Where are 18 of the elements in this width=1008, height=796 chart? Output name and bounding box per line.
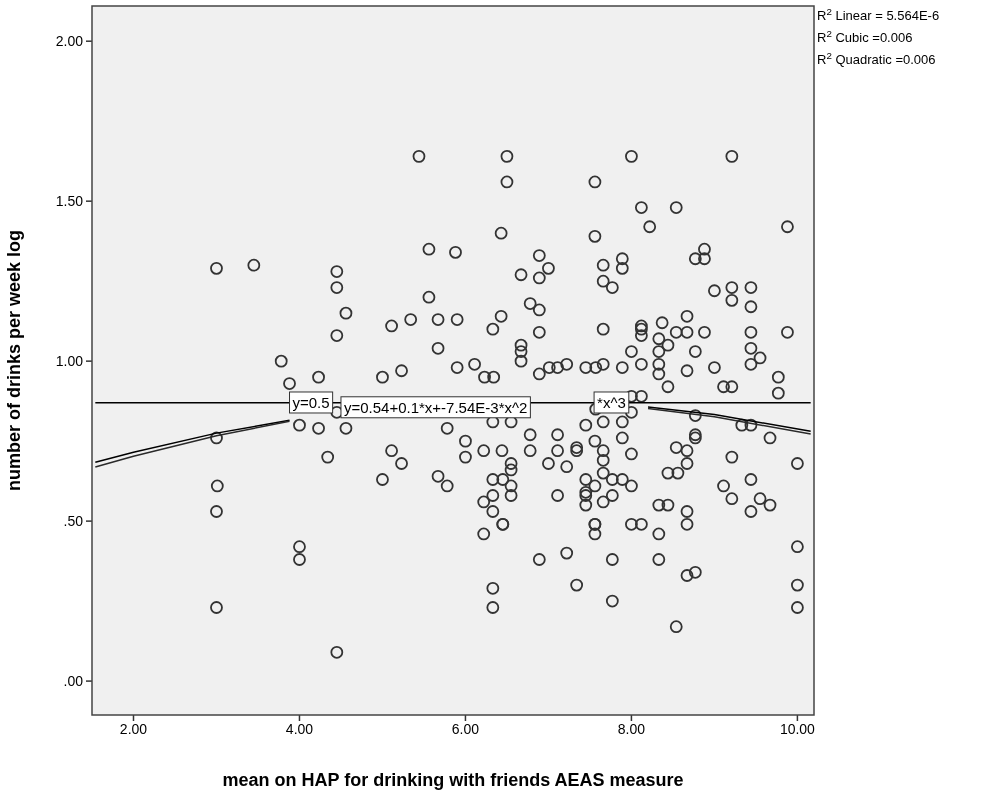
equation-label: y=0.54+0.1*x+-7.54E-3*x^2 [340, 396, 531, 419]
text: R$^{2}$ Quadratic =0.006 [817, 49, 936, 67]
x-tick-label: 6.00 [451, 721, 480, 738]
equation-label: y=0.5 [289, 391, 334, 414]
y-tick-label: 2.00 [55, 33, 84, 50]
y-tick-label: .00 [63, 673, 84, 690]
y-tick-label: 1.50 [55, 193, 84, 210]
x-tick-label: 2.00 [119, 721, 148, 738]
x-axis-title: mean on HAP for drinking with friends AEAS measure [222, 770, 684, 790]
x-tick-label: 10.00 [779, 721, 816, 738]
text: R$^{2}$ Linear = 5.564E-6 [817, 5, 940, 23]
x-tick-label: 8.00 [617, 721, 646, 738]
y-axis-title: number of drinks per week log [4, 229, 24, 492]
x-tick-label: 4.00 [285, 721, 314, 738]
equation-label: *x^3 [593, 391, 630, 414]
text: R$^{2}$ Cubic =0.006 [817, 27, 913, 45]
y-tick-label: .50 [63, 513, 84, 530]
y-tick-label: 1.00 [55, 353, 84, 370]
